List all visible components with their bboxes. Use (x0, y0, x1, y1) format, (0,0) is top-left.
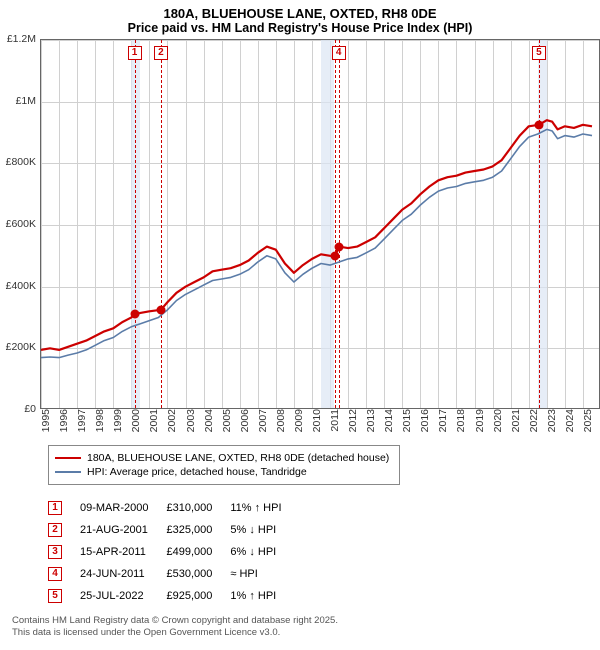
y-axis-label: £1M (16, 95, 40, 107)
legend-item: 180A, BLUEHOUSE LANE, OXTED, RH8 0DE (de… (55, 451, 389, 465)
x-axis-label: 2015 (397, 409, 413, 432)
y-axis-label: £200K (6, 341, 40, 353)
x-axis-label: 1996 (54, 409, 70, 432)
x-axis-label: 2022 (524, 409, 540, 432)
x-axis-label: 2011 (325, 409, 341, 432)
table-row: 315-APR-2011£499,0006% ↓ HPI (48, 541, 300, 563)
x-axis-label: 2003 (181, 409, 197, 432)
x-axis-label: 2007 (253, 409, 269, 432)
row-compare: 1% ↑ HPI (230, 585, 299, 607)
line-series-svg (41, 40, 600, 409)
x-axis-label: 2001 (144, 409, 160, 432)
footer-line: This data is licensed under the Open Gov… (12, 627, 600, 639)
x-axis-label: 2016 (415, 409, 431, 432)
x-axis-label: 1998 (90, 409, 106, 432)
legend-swatch (55, 471, 81, 473)
row-num: 5 (48, 585, 80, 607)
x-axis-label: 2018 (451, 409, 467, 432)
row-price: £310,000 (166, 497, 230, 519)
page-title: 180A, BLUEHOUSE LANE, OXTED, RH8 0DE (0, 0, 600, 21)
y-axis-label: £1.2M (7, 33, 40, 45)
legend-item: HPI: Average price, detached house, Tand… (55, 465, 389, 479)
sale-dot (331, 252, 340, 261)
footer: Contains HM Land Registry data © Crown c… (12, 615, 600, 640)
footer-line: Contains HM Land Registry data © Crown c… (12, 615, 600, 627)
row-date: 09-MAR-2000 (80, 497, 166, 519)
plot-area: 1245 (40, 39, 600, 409)
row-date: 21-AUG-2001 (80, 519, 166, 541)
sale-dot (156, 305, 165, 314)
row-num: 2 (48, 519, 80, 541)
row-compare: 11% ↑ HPI (230, 497, 299, 519)
table-row: 424-JUN-2011£530,000≈ HPI (48, 563, 300, 585)
x-axis-label: 2009 (289, 409, 305, 432)
x-axis-label: 2025 (578, 409, 594, 432)
legend: 180A, BLUEHOUSE LANE, OXTED, RH8 0DE (de… (48, 445, 400, 485)
row-date: 15-APR-2011 (80, 541, 166, 563)
legend-label: HPI: Average price, detached house, Tand… (87, 466, 307, 478)
sale-dot (334, 242, 343, 251)
series-property (41, 120, 592, 350)
x-axis-label: 2013 (361, 409, 377, 432)
x-axis-label: 2012 (343, 409, 359, 432)
sale-dot (534, 120, 543, 129)
row-date: 25-JUL-2022 (80, 585, 166, 607)
x-axis-label: 2006 (235, 409, 251, 432)
table-row: 525-JUL-2022£925,0001% ↑ HPI (48, 585, 300, 607)
page-subtitle: Price paid vs. HM Land Registry's House … (0, 21, 600, 39)
row-num: 4 (48, 563, 80, 585)
x-axis-label: 2002 (162, 409, 178, 432)
y-axis-label: £400K (6, 280, 40, 292)
row-num: 1 (48, 497, 80, 519)
legend-label: 180A, BLUEHOUSE LANE, OXTED, RH8 0DE (de… (87, 452, 389, 464)
x-axis-label: 1999 (108, 409, 124, 432)
x-axis-label: 2010 (307, 409, 323, 432)
x-axis-label: 1997 (72, 409, 88, 432)
x-axis-label: 2020 (488, 409, 504, 432)
x-axis-label: 2019 (470, 409, 486, 432)
sale-dot (130, 310, 139, 319)
row-num: 3 (48, 541, 80, 563)
x-axis-label: 2004 (199, 409, 215, 432)
table-row: 109-MAR-2000£310,00011% ↑ HPI (48, 497, 300, 519)
row-price: £530,000 (166, 563, 230, 585)
sales-table: 109-MAR-2000£310,00011% ↑ HPI221-AUG-200… (48, 497, 300, 607)
x-axis-label: 2014 (379, 409, 395, 432)
row-compare: 6% ↓ HPI (230, 541, 299, 563)
x-axis-label: 2005 (217, 409, 233, 432)
row-price: £499,000 (166, 541, 230, 563)
table-row: 221-AUG-2001£325,0005% ↓ HPI (48, 519, 300, 541)
legend-swatch (55, 457, 81, 459)
x-axis-label: 2024 (560, 409, 576, 432)
row-price: £325,000 (166, 519, 230, 541)
x-axis-label: 1995 (36, 409, 52, 432)
y-axis-label: £600K (6, 218, 40, 230)
x-axis-label: 2008 (271, 409, 287, 432)
price-chart: 1245 £0£200K£400K£600K£800K£1M£1.2M19951… (40, 39, 600, 409)
row-price: £925,000 (166, 585, 230, 607)
series-hpi (41, 129, 592, 357)
x-axis-label: 2017 (433, 409, 449, 432)
row-compare: ≈ HPI (230, 563, 299, 585)
x-axis-label: 2023 (542, 409, 558, 432)
row-compare: 5% ↓ HPI (230, 519, 299, 541)
x-axis-label: 2021 (506, 409, 522, 432)
x-axis-label: 2000 (126, 409, 142, 432)
y-axis-label: £800K (6, 156, 40, 168)
row-date: 24-JUN-2011 (80, 563, 166, 585)
